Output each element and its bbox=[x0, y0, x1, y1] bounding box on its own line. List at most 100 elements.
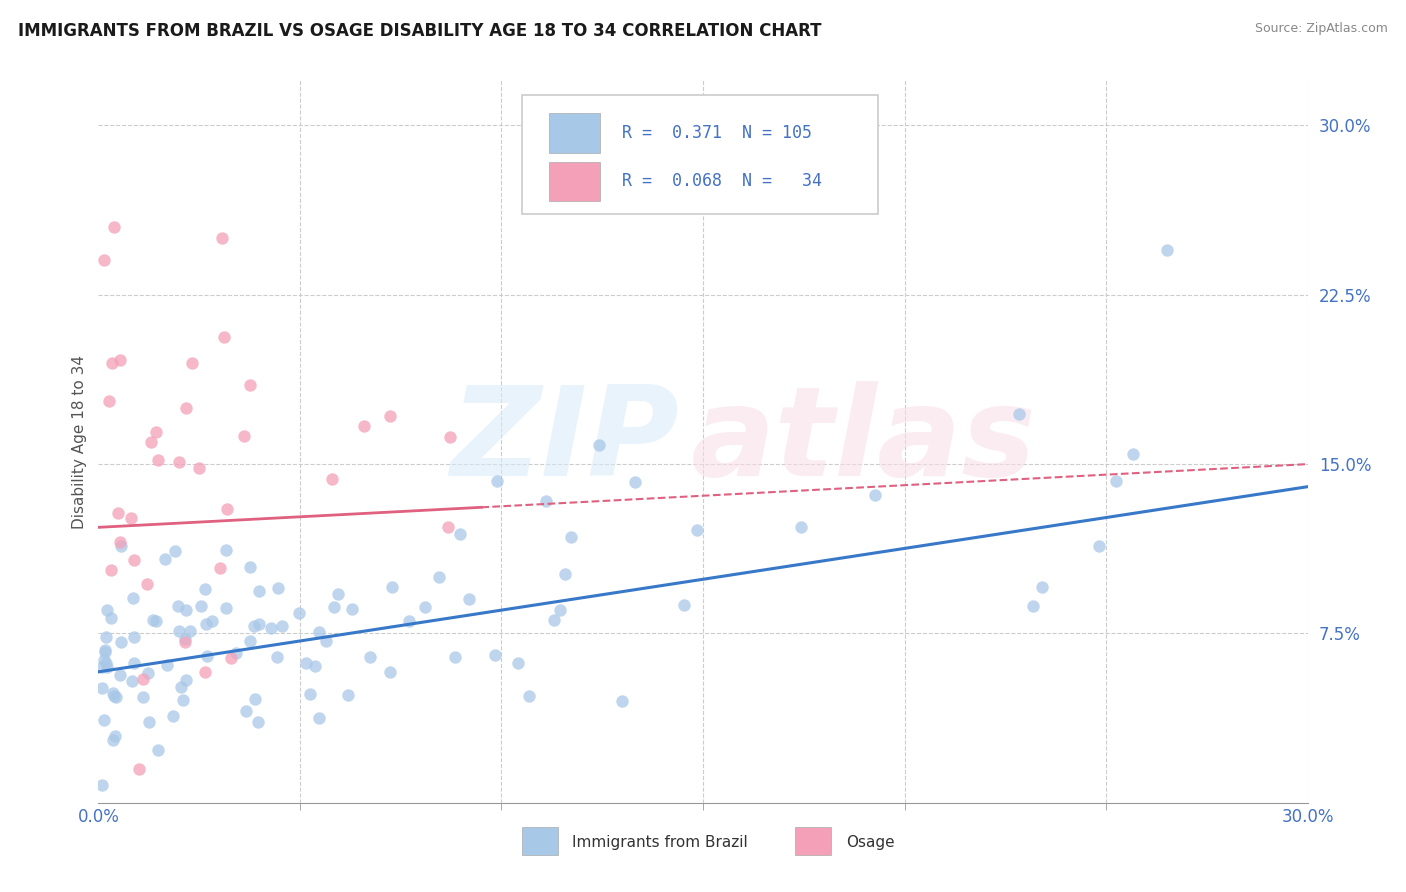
Point bbox=[449, 526, 471, 541]
Point bbox=[233, 429, 256, 443]
Point bbox=[322, 599, 344, 614]
Point bbox=[101, 732, 124, 747]
Point bbox=[93, 714, 115, 728]
Point bbox=[270, 619, 292, 633]
Point bbox=[170, 680, 193, 694]
Point bbox=[120, 511, 142, 525]
Point bbox=[298, 687, 321, 701]
Point bbox=[139, 435, 162, 450]
Point bbox=[353, 419, 375, 434]
Point bbox=[108, 535, 131, 549]
Point bbox=[380, 665, 402, 679]
Point bbox=[128, 762, 150, 776]
Point bbox=[484, 648, 506, 662]
Point bbox=[266, 650, 288, 665]
Point bbox=[214, 329, 236, 343]
Point bbox=[485, 474, 508, 488]
Point bbox=[93, 652, 115, 666]
Point bbox=[93, 252, 115, 267]
FancyBboxPatch shape bbox=[550, 161, 600, 202]
Point bbox=[108, 668, 131, 682]
Point bbox=[138, 715, 160, 730]
Point bbox=[194, 582, 217, 596]
Point bbox=[110, 539, 132, 553]
Point bbox=[427, 570, 450, 584]
Point bbox=[215, 600, 238, 615]
Point bbox=[247, 616, 270, 631]
Text: Osage: Osage bbox=[845, 835, 894, 850]
Point bbox=[122, 591, 145, 606]
Point bbox=[122, 656, 145, 670]
Point bbox=[179, 624, 201, 639]
Point bbox=[195, 648, 218, 663]
Point bbox=[506, 657, 529, 671]
Point bbox=[122, 630, 145, 644]
Point bbox=[588, 438, 610, 452]
Point bbox=[104, 730, 127, 744]
Point bbox=[1031, 580, 1053, 594]
Point bbox=[162, 709, 184, 723]
Point bbox=[94, 630, 117, 644]
Point bbox=[174, 401, 197, 416]
Point bbox=[169, 624, 191, 638]
Point bbox=[672, 598, 695, 612]
Point bbox=[288, 606, 311, 620]
Point bbox=[91, 778, 114, 792]
Point bbox=[398, 615, 420, 629]
Point bbox=[96, 603, 118, 617]
Point bbox=[612, 693, 634, 707]
Point bbox=[517, 689, 540, 703]
Point bbox=[153, 552, 176, 566]
Point bbox=[174, 603, 197, 617]
Point bbox=[135, 577, 157, 591]
Text: R =  0.371  N = 105: R = 0.371 N = 105 bbox=[621, 124, 813, 142]
Point bbox=[359, 650, 381, 665]
Point bbox=[219, 651, 242, 665]
Point bbox=[181, 356, 204, 370]
Point bbox=[174, 635, 197, 649]
FancyBboxPatch shape bbox=[522, 95, 879, 214]
Point bbox=[122, 552, 145, 566]
Point bbox=[172, 692, 194, 706]
Point bbox=[1104, 474, 1126, 488]
Text: atlas: atlas bbox=[690, 381, 1036, 502]
Point bbox=[437, 520, 460, 534]
Point bbox=[104, 690, 127, 704]
Point bbox=[1021, 599, 1043, 614]
Point bbox=[132, 690, 155, 704]
Point bbox=[321, 472, 343, 486]
Point bbox=[260, 621, 283, 635]
Point bbox=[211, 231, 233, 245]
Point bbox=[91, 681, 114, 695]
Point bbox=[156, 658, 179, 673]
FancyBboxPatch shape bbox=[522, 828, 558, 855]
Point bbox=[294, 656, 316, 670]
Point bbox=[188, 460, 211, 475]
Point bbox=[308, 625, 330, 640]
Point bbox=[308, 711, 330, 725]
Point bbox=[326, 587, 349, 601]
Point bbox=[136, 665, 159, 680]
Point bbox=[145, 425, 167, 439]
Point bbox=[96, 660, 118, 674]
Point bbox=[543, 613, 565, 627]
Point bbox=[103, 220, 125, 235]
Point bbox=[190, 599, 212, 613]
Point bbox=[381, 580, 404, 594]
Point bbox=[100, 611, 122, 625]
Point bbox=[103, 689, 125, 703]
FancyBboxPatch shape bbox=[550, 113, 600, 153]
Point bbox=[94, 645, 117, 659]
Point bbox=[121, 674, 143, 689]
Point bbox=[1008, 407, 1031, 421]
Point bbox=[686, 523, 709, 537]
Point bbox=[304, 659, 326, 673]
Point bbox=[243, 691, 266, 706]
Point bbox=[623, 475, 645, 489]
Point bbox=[239, 634, 262, 648]
Point bbox=[101, 355, 124, 369]
Point bbox=[1088, 540, 1111, 554]
Point bbox=[101, 686, 124, 700]
Point bbox=[554, 566, 576, 581]
Y-axis label: Disability Age 18 to 34: Disability Age 18 to 34 bbox=[72, 354, 87, 529]
